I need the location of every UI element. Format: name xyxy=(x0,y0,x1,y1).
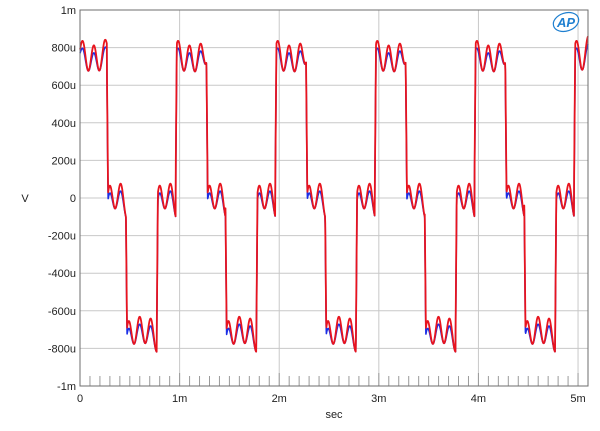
y-tick-label: 800u xyxy=(52,43,76,55)
y-axis-title: V xyxy=(21,193,29,205)
series-line-1 xyxy=(79,35,589,353)
y-tick-labels: 1m 800u 600u 400u 200u 0 -200u -400u -600u -800u -… xyxy=(48,5,76,393)
y-tick-label: -200u xyxy=(48,231,76,243)
y-tick-label: 200u xyxy=(52,155,76,167)
y-tick-label: 600u xyxy=(52,80,76,92)
series-layer xyxy=(79,35,589,353)
x-tick-label: 0 xyxy=(77,393,83,405)
y-tick-label: 1m xyxy=(61,5,76,17)
x-axis-title: sec xyxy=(325,409,343,421)
x-tick-label: 4m xyxy=(471,393,486,405)
ap-logo-text: AP xyxy=(556,15,575,30)
ap-logo: AP xyxy=(552,11,580,33)
y-tick-label: 400u xyxy=(52,118,76,130)
y-tick-label: 0 xyxy=(70,193,76,205)
x-tick-labels: 0 1m 2m 3m 4m 5m xyxy=(77,393,586,405)
x-tick-label: 3m xyxy=(371,393,386,405)
ap-logo-icon xyxy=(552,11,580,33)
x-tick-label: 2m xyxy=(272,393,287,405)
x-tick-label: 5m xyxy=(570,393,585,405)
y-tick-label: -600u xyxy=(48,306,76,318)
y-tick-label: -1m xyxy=(57,381,76,393)
x-tick-label: 1m xyxy=(172,393,187,405)
y-tick-label: -800u xyxy=(48,343,76,355)
plot-frame xyxy=(79,9,589,387)
minor-ticks xyxy=(79,373,589,386)
y-tick-label: -400u xyxy=(48,268,76,280)
